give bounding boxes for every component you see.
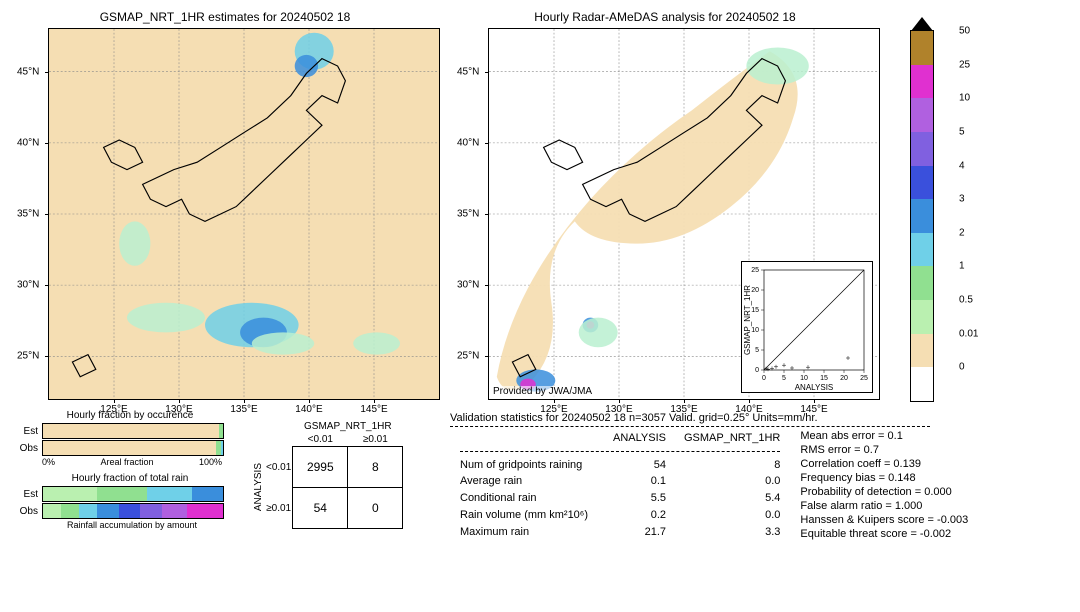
- svg-text:5: 5: [782, 375, 786, 382]
- right-map: Provided by JWA/JMA 00 5 5 10 10 15 15 20 20 25 25…: [488, 28, 880, 400]
- svg-text:25: 25: [751, 267, 759, 274]
- colorbar-segment: [911, 166, 933, 200]
- colorbar-segment: [911, 31, 933, 65]
- fraction-tot-caption: Rainfall accumulation by amount: [42, 520, 222, 530]
- svg-text:10: 10: [800, 375, 808, 382]
- svg-text:25: 25: [860, 375, 868, 382]
- colorbar-panel: 502510543210.50.010: [890, 10, 1010, 400]
- left-map: 25°N30°N35°N40°N45°N125°E130°E135°E140°E…: [48, 28, 440, 400]
- svg-text:15: 15: [751, 307, 759, 314]
- colorbar-overflow-triangle: [911, 17, 933, 31]
- fraction-occ-axis: 0% Areal fraction 100%: [42, 457, 222, 467]
- fraction-occ-title: Hourly fraction by occurence: [40, 410, 220, 421]
- svg-text:0: 0: [755, 367, 759, 374]
- colorbar-segment: [911, 233, 933, 267]
- colorbar-segment: [911, 65, 933, 99]
- colorbar: 502510543210.50.010: [910, 30, 934, 402]
- inset-scatter: 00 5 5 10 10 15 15 20 20 25 25 ANALYSIS GSMAP_NRT_1H…: [741, 261, 873, 393]
- svg-text:10: 10: [751, 327, 759, 334]
- stats-table: ANALYSIS GSMAP_NRT_1HR Num of gridpoints…: [450, 429, 790, 541]
- colorbar-segment: [911, 98, 933, 132]
- fraction-tot-title: Hourly fraction of total rain: [40, 473, 220, 484]
- svg-text:5: 5: [755, 347, 759, 354]
- bottom-left-panel: Hourly fraction by occurence EstObs 0% A…: [10, 410, 440, 590]
- svg-text:GSMAP_NRT_1HR: GSMAP_NRT_1HR: [743, 285, 752, 355]
- svg-text:20: 20: [751, 287, 759, 294]
- stats-metrics: Mean abs error = 0.1RMS error = 0.7Corre…: [800, 429, 968, 541]
- colorbar-segment: [911, 266, 933, 300]
- left-map-panel: GSMAP_NRT_1HR estimates for 20240502 18 …: [10, 10, 440, 400]
- stats-panel: Validation statistics for 20240502 18 n=…: [450, 410, 1010, 590]
- svg-text:15: 15: [820, 375, 828, 382]
- svg-text:0: 0: [762, 375, 766, 382]
- colorbar-segment: [911, 199, 933, 233]
- colorbar-segment: [911, 300, 933, 334]
- svg-text:20: 20: [840, 375, 848, 382]
- colorbar-segment: [911, 132, 933, 166]
- contingency-table: GSMAP_NRT_1HR <0.01 ≥0.01 ANALYSIS <0.01…: [250, 420, 403, 529]
- right-map-panel: Hourly Radar-AMeDAS analysis for 2024050…: [450, 10, 880, 400]
- stats-title: Validation statistics for 20240502 18 n=…: [450, 412, 1010, 424]
- left-map-svg: [49, 29, 439, 399]
- provided-label: Provided by JWA/JMA: [493, 386, 592, 397]
- colorbar-segment: [911, 334, 933, 368]
- svg-text:ANALYSIS: ANALYSIS: [795, 383, 834, 392]
- right-map-title: Hourly Radar-AMeDAS analysis for 2024050…: [450, 10, 880, 24]
- left-map-title: GSMAP_NRT_1HR estimates for 20240502 18: [10, 10, 440, 24]
- colorbar-segment: [911, 367, 933, 401]
